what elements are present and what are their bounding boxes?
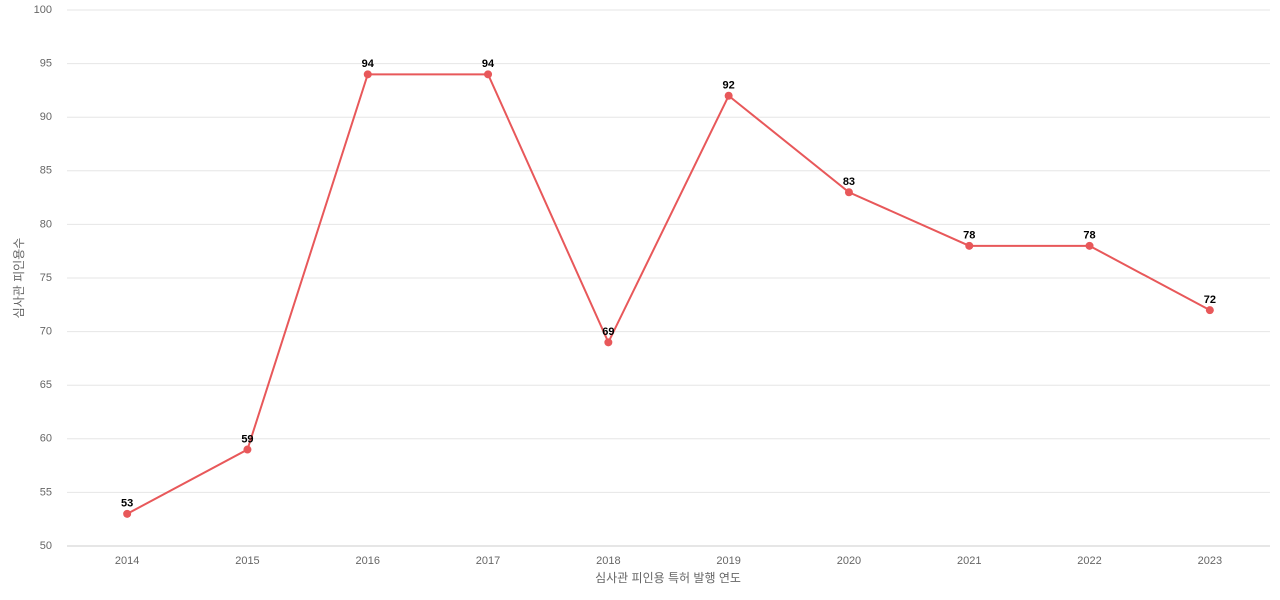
y-tick-label: 75	[40, 272, 52, 284]
y-tick-label: 85	[40, 165, 52, 177]
x-tick-label: 2021	[957, 555, 981, 567]
point	[1085, 241, 1094, 250]
y-tick-label: 65	[40, 379, 52, 391]
value-label: 59	[241, 433, 253, 445]
value-label: 69	[602, 326, 614, 338]
y-tick-label: 60	[40, 433, 52, 445]
x-tick-label: 2018	[596, 555, 620, 567]
y-tick-label: 55	[40, 486, 52, 498]
x-tick-label: 2016	[356, 555, 380, 567]
value-label: 72	[1204, 294, 1216, 306]
y-axis-title: 심사관 피인용수	[12, 238, 26, 319]
value-label: 94	[482, 58, 495, 70]
point	[604, 338, 613, 347]
y-tick-label: 70	[40, 326, 52, 338]
value-label: 78	[1083, 230, 1095, 242]
point	[844, 188, 853, 197]
value-label: 94	[362, 58, 375, 70]
y-tick-label: 80	[40, 218, 52, 230]
x-tick-label: 2023	[1198, 555, 1222, 567]
y-tick-label: 50	[40, 540, 52, 552]
value-label: 83	[843, 176, 855, 188]
y-tick-label: 100	[34, 4, 52, 16]
point	[965, 241, 974, 250]
value-label: 92	[723, 80, 735, 92]
y-tick-label: 95	[40, 58, 52, 70]
x-tick-label: 2014	[115, 555, 139, 567]
point	[1205, 306, 1214, 315]
x-tick-label: 2015	[235, 555, 259, 567]
series-line	[126, 73, 1211, 515]
point	[123, 509, 132, 518]
value-label: 53	[121, 498, 133, 510]
point	[243, 445, 252, 454]
x-tick-label: 2022	[1077, 555, 1101, 567]
x-tick-label: 2020	[837, 555, 861, 567]
value-label: 78	[963, 230, 975, 242]
point	[484, 70, 493, 79]
x-tick-label: 2017	[476, 555, 500, 567]
y-tick-label: 90	[40, 111, 52, 123]
point	[363, 70, 372, 79]
x-tick-label: 2019	[716, 555, 740, 567]
point	[724, 91, 733, 100]
x-axis-title: 심사관 피인용 특허 발행 연도	[595, 570, 741, 585]
